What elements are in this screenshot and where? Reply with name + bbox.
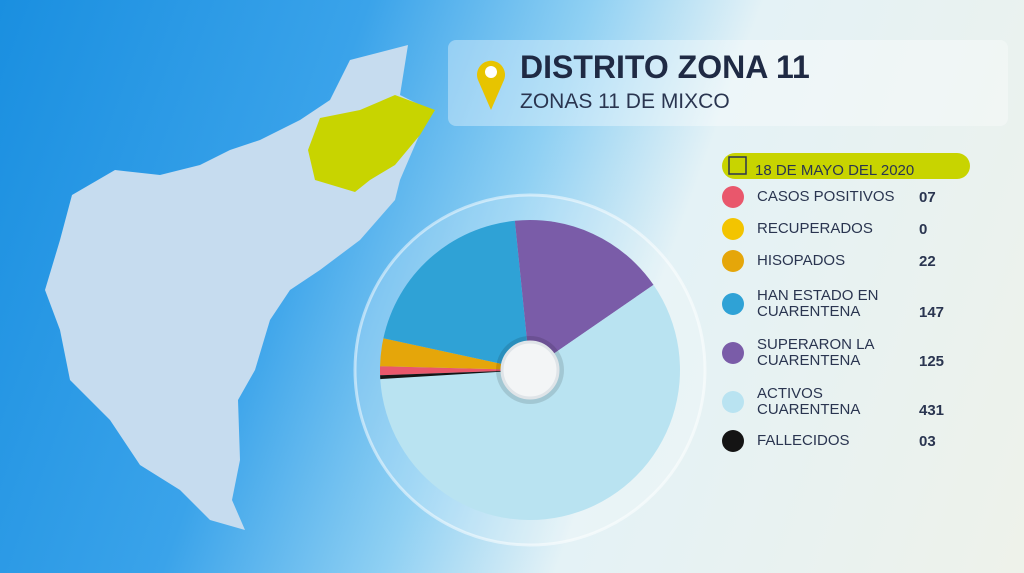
legend-label: HAN ESTADO EN CUARENTENA: [757, 287, 879, 320]
legend-label: FALLECIDOS: [757, 432, 850, 449]
pie-slice: [380, 338, 530, 370]
pin-icon: [477, 60, 506, 110]
legend-item: SUPERARON LA CUARENTENA 125: [722, 337, 972, 370]
pie: [380, 220, 680, 520]
legend-swatch: [722, 293, 744, 315]
legend-swatch: [722, 430, 744, 452]
title-box: [448, 40, 1008, 126]
legend-value: 22: [919, 252, 936, 270]
legend-swatch: [722, 186, 744, 208]
legend-label: SUPERARON LA CUARENTENA: [757, 336, 874, 369]
legend-label: ACTIVOS CUARENTENA: [757, 385, 861, 418]
pie-slice: [380, 284, 680, 520]
legend-value: 431: [919, 402, 945, 419]
legend-swatch: [722, 250, 744, 272]
legend-value: 0: [919, 220, 928, 238]
legend-item: ACTIVOS CUARENTENA 431: [722, 386, 972, 419]
date-pill: [722, 153, 970, 179]
legend-label: CASOS POSITIVOS: [757, 188, 895, 205]
subtitle: ZONAS 11 DE MIXCO: [520, 90, 730, 113]
map-highlight: [308, 95, 435, 192]
legend-swatch: [722, 391, 744, 413]
legend-item: FALLECIDOS 03: [722, 430, 972, 452]
legend-item: CASOS POSITIVOS 07: [722, 186, 972, 208]
legend-label: RECUPERADOS: [757, 220, 873, 237]
legend-label: HISOPADOS: [757, 252, 846, 269]
legend-value: 147: [919, 304, 945, 321]
date: 18 DE MAYO DEL 2020: [755, 162, 914, 179]
pin-hole: [485, 66, 497, 78]
hub: [500, 340, 560, 400]
legend-swatch: [722, 218, 744, 240]
legend-item: HAN ESTADO EN CUARENTENA 147: [722, 288, 972, 321]
title: DISTRITO ZONA 11: [520, 49, 810, 85]
legend-swatch: [722, 342, 744, 364]
legend-value: 03: [919, 432, 936, 450]
pie-slice: [380, 370, 530, 380]
legend-value: 07: [919, 188, 936, 206]
pie-slice: [383, 220, 530, 370]
legend-item: HISOPADOS 22: [722, 250, 972, 272]
pie-slice: [514, 220, 654, 370]
pie-slice: [380, 366, 530, 376]
legend-value: 125: [919, 353, 945, 370]
calendar-icon: [728, 156, 747, 175]
legend-item: RECUPERADOS 0: [722, 218, 972, 240]
